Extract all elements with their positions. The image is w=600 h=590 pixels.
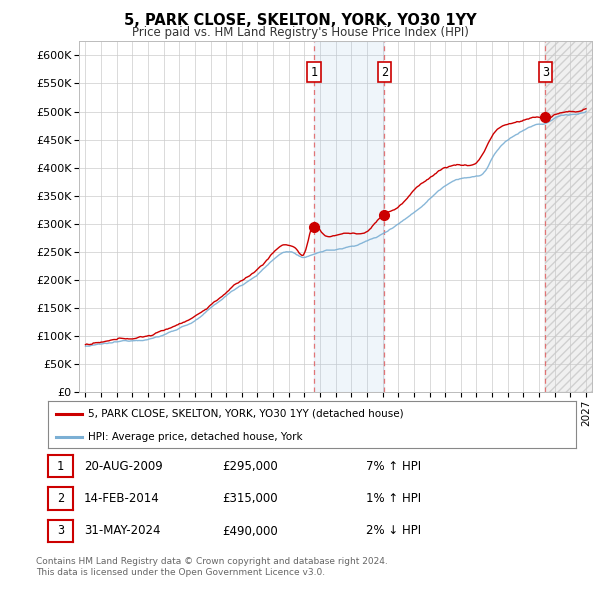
Text: 3: 3	[542, 65, 549, 78]
Bar	[545, 41, 594, 392]
Bar	[545, 41, 594, 392]
Text: 2: 2	[381, 65, 388, 78]
Text: £315,000: £315,000	[222, 492, 278, 505]
Text: 20-AUG-2009: 20-AUG-2009	[84, 460, 163, 473]
Text: 1% ↑ HPI: 1% ↑ HPI	[366, 492, 421, 505]
Text: 5, PARK CLOSE, SKELTON, YORK, YO30 1YY: 5, PARK CLOSE, SKELTON, YORK, YO30 1YY	[124, 13, 476, 28]
Text: £295,000: £295,000	[222, 460, 278, 473]
Text: Price paid vs. HM Land Registry's House Price Index (HPI): Price paid vs. HM Land Registry's House …	[131, 26, 469, 39]
Text: This data is licensed under the Open Government Licence v3.0.: This data is licensed under the Open Gov…	[36, 568, 325, 577]
Text: 5, PARK CLOSE, SKELTON, YORK, YO30 1YY (detached house): 5, PARK CLOSE, SKELTON, YORK, YO30 1YY (…	[88, 409, 403, 419]
Text: Contains HM Land Registry data © Crown copyright and database right 2024.: Contains HM Land Registry data © Crown c…	[36, 558, 388, 566]
Text: 3: 3	[57, 525, 64, 537]
Text: 31-MAY-2024: 31-MAY-2024	[84, 525, 161, 537]
Text: 2: 2	[57, 492, 64, 505]
Text: £490,000: £490,000	[222, 525, 278, 537]
Text: HPI: Average price, detached house, York: HPI: Average price, detached house, York	[88, 432, 302, 441]
Text: 14-FEB-2014: 14-FEB-2014	[84, 492, 160, 505]
Text: 7% ↑ HPI: 7% ↑ HPI	[366, 460, 421, 473]
Bar	[314, 41, 385, 392]
Text: 1: 1	[311, 65, 318, 78]
Text: 1: 1	[57, 460, 64, 473]
Text: 2% ↓ HPI: 2% ↓ HPI	[366, 525, 421, 537]
